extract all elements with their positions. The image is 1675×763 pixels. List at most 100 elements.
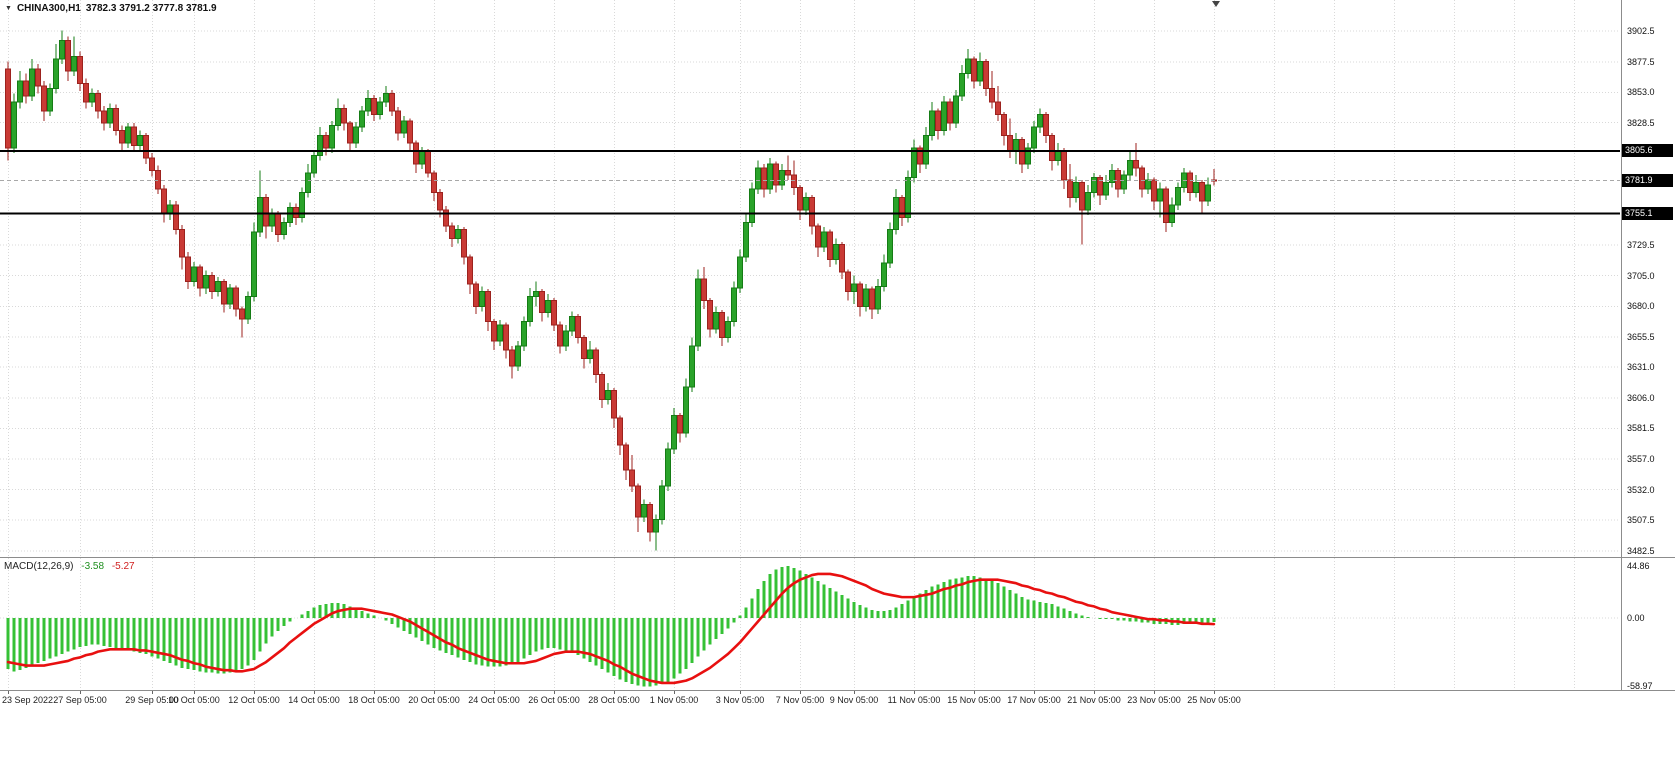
time-axis-label: 3 Nov 05:00 <box>715 695 765 705</box>
candle-body <box>1067 179 1073 199</box>
candle-body <box>737 256 743 289</box>
candle-body <box>827 231 833 260</box>
candle-body <box>785 169 791 176</box>
candle-body <box>1001 114 1007 137</box>
candle-body <box>569 315 575 332</box>
candle-body <box>209 275 215 293</box>
candle-body <box>305 172 311 194</box>
candle-body <box>533 291 539 298</box>
candle-body <box>923 135 929 165</box>
price-scale[interactable] <box>1622 0 1675 690</box>
time-axis-label: 1 Nov 05:00 <box>649 695 699 705</box>
candle-body <box>839 244 845 273</box>
candle-body <box>479 291 485 307</box>
time-axis-label: 28 Oct 05:00 <box>588 695 640 705</box>
candle-body <box>251 231 257 298</box>
candle-body <box>29 68 35 97</box>
time-axis-label: 27 Sep 05:00 <box>53 695 107 705</box>
candle-body <box>437 192 443 211</box>
candle-body <box>959 73 965 97</box>
candle-body <box>719 312 725 338</box>
candle-body <box>779 169 785 186</box>
candle-body <box>137 135 143 147</box>
candle-body <box>59 39 65 60</box>
candle-body <box>317 135 323 156</box>
candle-body <box>455 229 461 239</box>
candle-body <box>347 122 353 144</box>
chart-header: ▼ CHINA300,H1 3782.3 3791.2 3777.8 3781.… <box>5 3 217 14</box>
price-axis-label: 3680.0 <box>1627 301 1655 312</box>
candle-body <box>473 283 479 307</box>
candle-body <box>725 320 731 338</box>
time-axis-label: 24 Oct 05:00 <box>468 695 520 705</box>
candle-body <box>629 469 635 487</box>
candle-body <box>587 349 593 359</box>
price-axis-label: 3581.5 <box>1627 423 1655 434</box>
candle-body <box>599 374 605 400</box>
candle-body <box>359 110 365 128</box>
candle-body <box>71 55 77 72</box>
time-axis-label: 17 Nov 05:00 <box>1007 695 1061 705</box>
candle-body <box>941 101 947 132</box>
candle-body <box>221 281 227 305</box>
candle-body <box>1013 138 1019 153</box>
price-axis-label: 3828.5 <box>1627 117 1655 128</box>
candle-body <box>107 107 113 124</box>
candle-body <box>1103 182 1109 196</box>
candle-body <box>677 414 683 434</box>
symbol-timeframe-label: CHINA300,H1 <box>16 3 81 14</box>
candle-body <box>269 213 275 227</box>
candle-body <box>773 163 779 186</box>
candle-body <box>731 287 737 322</box>
candle-body <box>935 110 941 132</box>
indicator-label: MACD(12,26,9) -3.58 -5.27 <box>4 561 135 572</box>
candle-body <box>503 324 509 351</box>
candle-body <box>761 167 767 190</box>
price-axis-label: 3532.0 <box>1627 484 1655 495</box>
price-tag-bid: 3781.9 <box>1622 173 1673 187</box>
time-axis-label: 9 Nov 05:00 <box>829 695 879 705</box>
candle-body <box>689 345 695 388</box>
candle-body <box>929 110 935 137</box>
symbol-dropdown-icon[interactable]: ▼ <box>5 4 12 12</box>
candle-body <box>1073 182 1079 199</box>
price-axis-label: 3606.0 <box>1627 393 1655 404</box>
candle-body <box>545 299 551 314</box>
candle-body <box>365 97 371 112</box>
candle-body <box>557 324 563 347</box>
candle-body <box>341 107 347 124</box>
candle-body <box>701 278 707 301</box>
candle-body <box>659 485 665 520</box>
candle-body <box>977 60 983 82</box>
candle-body <box>563 330 569 347</box>
candle-body <box>95 93 101 112</box>
macd-axis-label: 44.86 <box>1627 560 1650 571</box>
candle-body <box>833 244 839 260</box>
candle-body <box>263 197 269 227</box>
candle-body <box>53 58 59 90</box>
price-axis-label: 3631.0 <box>1627 362 1655 373</box>
price-axis-label: 3507.5 <box>1627 515 1655 526</box>
candle-body <box>491 320 497 342</box>
candle-body <box>1043 114 1049 137</box>
price-axis-label: 3902.5 <box>1627 26 1655 36</box>
candle-body <box>371 97 377 116</box>
candle-body <box>845 271 851 293</box>
candle-body <box>149 157 155 171</box>
candle-body <box>1049 135 1055 161</box>
candle-body <box>47 88 53 112</box>
time-axis-label: 26 Oct 05:00 <box>528 695 580 705</box>
candle-body <box>581 336 587 359</box>
candle-body <box>671 414 677 450</box>
candle-body <box>431 172 437 194</box>
candle-body <box>743 221 749 258</box>
candle-body <box>995 101 1001 116</box>
candle-body <box>1097 177 1103 196</box>
candle-body <box>113 107 119 132</box>
candle-body <box>899 197 905 218</box>
candle-body <box>299 192 305 218</box>
price-axis-label: 3557.0 <box>1627 453 1655 464</box>
candle-body <box>575 315 581 338</box>
chart-shift-marker[interactable] <box>1212 1 1220 7</box>
